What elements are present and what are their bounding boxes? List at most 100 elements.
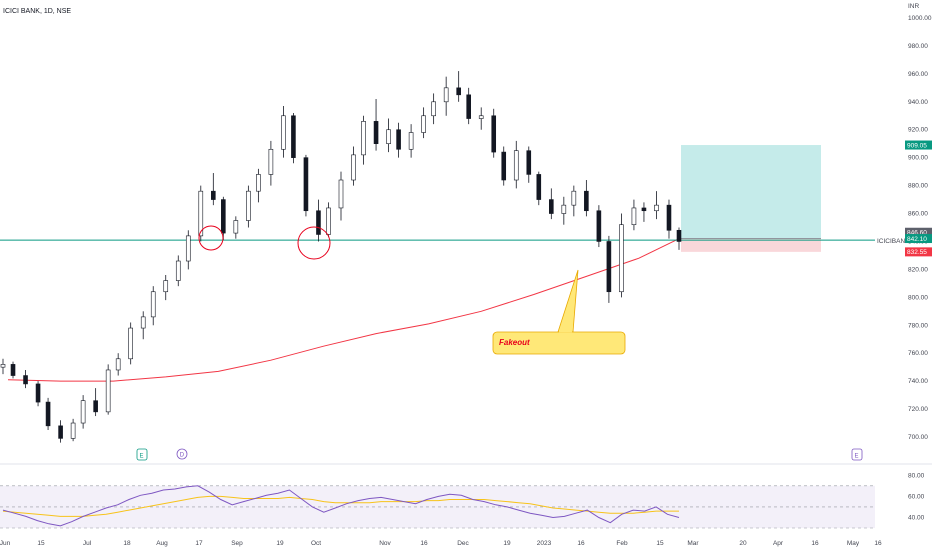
time-tick: 16	[420, 540, 428, 547]
candle	[606, 235, 612, 303]
support-test-circles	[198, 225, 331, 260]
candle	[198, 185, 204, 242]
candle-body	[221, 199, 226, 234]
candle	[303, 154, 309, 217]
candle	[666, 199, 672, 239]
price-tick: 800.00	[908, 294, 928, 301]
candle	[478, 107, 484, 130]
candle-body	[10, 364, 16, 376]
candle-body	[338, 179, 344, 209]
candle-body	[175, 260, 181, 281]
candle	[45, 397, 51, 431]
candle	[373, 99, 379, 151]
time-tick: Feb	[616, 540, 628, 547]
fakeout-label: Fakeout	[499, 338, 530, 347]
time-tick: Dec	[457, 540, 469, 547]
candle-body	[281, 115, 286, 150]
candle	[93, 388, 98, 417]
earnings-marker-icon[interactable]	[136, 448, 148, 461]
candle	[596, 205, 602, 248]
candle-body	[351, 154, 356, 181]
time-tick: 2023	[537, 540, 552, 547]
time-tick: 19	[276, 540, 284, 547]
candle	[268, 140, 274, 186]
candle-body	[373, 121, 379, 144]
candle	[175, 255, 181, 287]
fakeout-callout[interactable]: Fakeout	[492, 269, 626, 355]
candle	[351, 146, 356, 186]
candle-body	[619, 224, 624, 293]
candle	[128, 322, 133, 365]
candle-body	[456, 87, 461, 96]
price-tick: 880.00	[908, 183, 928, 190]
time-tick: Apr	[773, 540, 784, 547]
candle	[105, 364, 111, 415]
support-line[interactable]: ICICIBANK	[0, 238, 910, 245]
candle	[338, 171, 344, 221]
earnings-marker-label: E	[140, 454, 144, 460]
price-tag-label: 909.05	[907, 142, 927, 149]
candle	[256, 168, 261, 203]
time-tick: 18	[123, 540, 131, 547]
long-position-tool[interactable]	[681, 145, 821, 252]
price-tag-label: 842.10	[907, 236, 927, 243]
time-tick: Nov	[379, 540, 391, 547]
candle-body	[501, 151, 507, 181]
candle	[456, 71, 461, 102]
ma-line	[7, 238, 680, 382]
event-markers[interactable]: E D E	[136, 448, 863, 461]
time-tick: Mar	[687, 540, 699, 547]
price-tag	[905, 247, 932, 257]
time-axis[interactable]: Jun 15 Jul 18 Aug 17 Sep 19 Oct Nov 16 Dec 19 2023 16 F…	[0, 540, 882, 547]
rsi-line	[2, 485, 680, 527]
candle-body	[291, 115, 296, 158]
candle-body	[115, 358, 121, 371]
test-circle	[198, 225, 224, 251]
candle-body	[561, 204, 567, 214]
stop-zone	[681, 238, 821, 252]
candle-body	[185, 235, 191, 262]
earnings-marker-icon[interactable]	[851, 448, 863, 461]
time-tick: Sep	[231, 540, 243, 547]
candle-body	[606, 241, 612, 293]
price-tag-label: 832.55	[907, 249, 927, 256]
candle	[140, 311, 146, 340]
candle-body	[396, 129, 401, 150]
candle-body	[268, 148, 274, 175]
candle	[641, 202, 647, 222]
time-tick: May	[847, 540, 860, 547]
price-tick: 920.00	[908, 127, 928, 134]
candle-body	[198, 190, 204, 237]
candle-body	[443, 87, 449, 103]
candle-body	[654, 204, 659, 212]
candle	[163, 274, 169, 301]
candle-body	[549, 199, 554, 214]
candle-body	[478, 115, 484, 119]
candle	[80, 395, 86, 429]
candle-body	[491, 115, 497, 153]
candle-body	[631, 207, 637, 226]
candle	[654, 191, 659, 220]
time-tick: 16	[874, 540, 882, 547]
candle	[221, 196, 226, 241]
price-tick: 900.00	[908, 155, 928, 162]
candle	[233, 216, 239, 239]
candle-body	[386, 129, 391, 145]
candle	[421, 107, 426, 139]
price-tick: 720.00	[908, 406, 928, 413]
candle	[619, 213, 624, 298]
price-tag	[905, 227, 932, 237]
time-tick: 15	[656, 540, 664, 547]
candle	[491, 108, 497, 158]
candle-body	[58, 425, 63, 439]
candles	[0, 71, 682, 443]
candle	[361, 115, 366, 165]
candle	[58, 420, 63, 443]
candle	[35, 381, 41, 407]
candle-body	[361, 121, 366, 156]
dividend-marker-icon[interactable]	[176, 448, 188, 460]
symbol-label: ICICIBANK	[877, 238, 910, 245]
rsi-ma-line	[2, 495, 679, 517]
candle	[211, 173, 216, 206]
